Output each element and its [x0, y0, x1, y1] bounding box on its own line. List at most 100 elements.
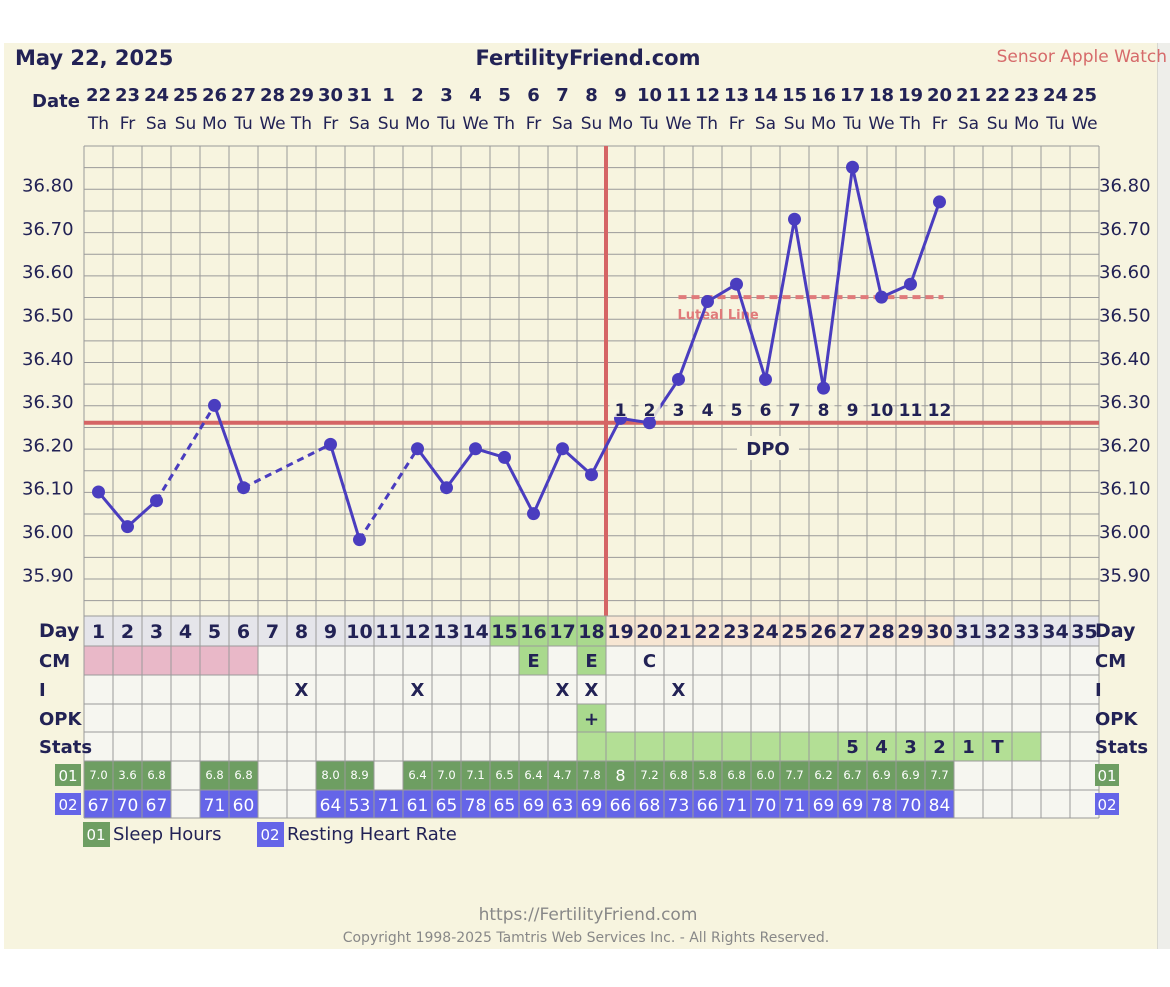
- sleep-value: 8.9: [350, 768, 368, 782]
- day-cell: [1012, 616, 1041, 646]
- cycle-day: 20: [636, 621, 662, 643]
- sleep-cell: [548, 761, 577, 790]
- sleep-cell: [113, 761, 142, 790]
- day-cell: [896, 616, 925, 646]
- calendar-weekday: We: [868, 114, 894, 134]
- stats-mark: 4: [875, 737, 888, 758]
- day-cell: [490, 616, 519, 646]
- temperature-point: [904, 277, 917, 291]
- cm-mark: C: [643, 651, 656, 672]
- temperature-point: [498, 450, 511, 464]
- calendar-date: 7: [556, 85, 569, 106]
- hr-value: 69: [813, 796, 835, 816]
- footer-url[interactable]: https://FertilityFriend.com: [479, 905, 698, 925]
- calendar-date: 22: [86, 85, 111, 106]
- calendar-date: 6: [527, 85, 540, 106]
- row-badge-right-text: 01: [1097, 767, 1116, 785]
- dpo-number-backdrop: [899, 399, 922, 417]
- row-label-i: I: [39, 680, 46, 701]
- row-badge-right: [1095, 764, 1119, 786]
- sleep-value: 6.8: [669, 768, 687, 782]
- calendar-weekday: Su: [378, 114, 400, 134]
- day-cell: [751, 616, 780, 646]
- cycle-day: 27: [839, 621, 865, 643]
- calendar-weekday: We: [259, 114, 285, 134]
- period-cell: [84, 646, 113, 675]
- temperature-gap-segment: [358, 447, 419, 541]
- sleep-value: 6.2: [814, 768, 832, 782]
- y-tick-right: 36.70: [1099, 219, 1151, 240]
- sleep-cell: [229, 761, 258, 790]
- calendar-weekday: Fr: [120, 114, 136, 134]
- hr-value: 67: [88, 796, 110, 816]
- temperature-segment: [213, 404, 245, 489]
- hr-cell: [345, 790, 374, 818]
- cycle-day: 9: [324, 621, 337, 643]
- dpo-number: 1: [615, 401, 627, 421]
- dpo-number: 7: [789, 401, 801, 421]
- sleep-cell: [693, 761, 722, 790]
- sleep-value: 6.9: [872, 768, 890, 782]
- y-tick-left: 36.60: [22, 262, 74, 283]
- sleep-cell: [867, 761, 896, 790]
- temperature-point: [585, 468, 598, 482]
- y-tick-left: 36.70: [22, 219, 74, 240]
- day-cell: [664, 616, 693, 646]
- day-cell: [142, 616, 171, 646]
- sleep-cell: [432, 761, 461, 790]
- day-cell: [606, 616, 635, 646]
- calendar-weekday: Sa: [552, 114, 573, 134]
- calendar-weekday: Tu: [639, 114, 659, 134]
- calendar-date: 14: [753, 85, 778, 106]
- calendar-date: 5: [498, 85, 511, 106]
- dpo-number-backdrop: [609, 399, 632, 417]
- sleep-value: 6.4: [524, 768, 542, 782]
- temperature-point: [237, 481, 250, 495]
- hr-cell: [722, 790, 751, 818]
- hr-value: 71: [784, 796, 806, 816]
- row-label-right-opk: OPK: [1095, 709, 1138, 730]
- temperature-segment: [416, 447, 448, 489]
- hr-value: 70: [900, 796, 922, 816]
- calendar-date: 28: [260, 85, 285, 106]
- hr-cell: [142, 790, 171, 818]
- day-cell: [519, 616, 548, 646]
- hr-value: 71: [378, 796, 400, 816]
- hr-value: 71: [726, 796, 748, 816]
- y-tick-left: 36.50: [22, 306, 74, 327]
- cycle-day: 26: [810, 621, 836, 643]
- sleep-value: 6.8: [234, 768, 252, 782]
- calendar-date: 25: [173, 85, 198, 106]
- day-cell: [983, 616, 1012, 646]
- day-cell: [287, 616, 316, 646]
- calendar-date: 4: [469, 85, 482, 106]
- cm-mark: E: [527, 651, 539, 672]
- scrollbar[interactable]: [1157, 43, 1170, 949]
- day-cell: [867, 616, 896, 646]
- row-badge-left-text: 01: [58, 767, 77, 785]
- temperature-gap-segment: [242, 443, 332, 490]
- hr-cell: [925, 790, 954, 818]
- temperature-segment: [329, 443, 361, 541]
- sleep-cell: [664, 761, 693, 790]
- footer-copyright: Copyright 1998-2025 Tamtris Web Services…: [343, 930, 830, 946]
- day-cell: [925, 616, 954, 646]
- hr-legend-badge-text: 02: [260, 826, 279, 844]
- temperature-point: [324, 437, 337, 451]
- hr-value: 71: [204, 796, 226, 816]
- calendar-date: 10: [637, 85, 662, 106]
- hr-value: 60: [233, 796, 255, 816]
- hr-value: 66: [697, 796, 719, 816]
- row-label-right-stats: Stats: [1095, 737, 1148, 758]
- opk-positive-cell: [577, 704, 606, 732]
- site-title[interactable]: FertilityFriend.com: [476, 46, 701, 70]
- dpo-number: 3: [673, 401, 685, 421]
- calendar-weekday: Fr: [932, 114, 948, 134]
- calendar-date: 11: [666, 85, 691, 106]
- temperature-point: [933, 195, 946, 209]
- day-cell: [838, 616, 867, 646]
- sleep-cell: [780, 761, 809, 790]
- y-tick-left: 36.30: [22, 392, 74, 413]
- y-tick-right: 36.20: [1099, 435, 1151, 456]
- day-cell: [200, 616, 229, 646]
